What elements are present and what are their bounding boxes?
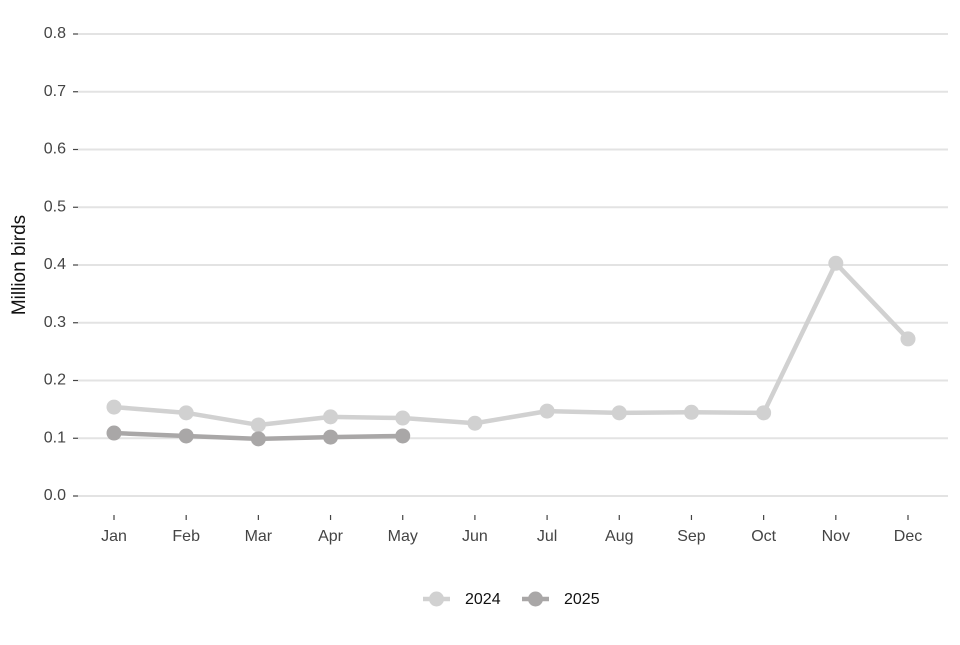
data-point (323, 429, 339, 445)
legend-key-point (429, 591, 444, 607)
legend-key-point (528, 591, 543, 607)
y-tick-label: 0.6 (44, 141, 66, 158)
data-point (250, 431, 266, 447)
legend-label: 2025 (564, 591, 600, 608)
data-point (178, 405, 194, 421)
data-point (900, 331, 916, 347)
data-point (467, 415, 483, 431)
x-tick-label: Oct (751, 528, 776, 545)
x-tick-label: Jun (462, 528, 488, 545)
data-point (250, 417, 266, 433)
data-point (106, 425, 122, 441)
data-point (683, 404, 699, 420)
x-tick-label: Aug (605, 528, 633, 545)
data-point (323, 409, 339, 425)
x-tick-label: Apr (318, 528, 344, 545)
y-tick-label: 0.1 (44, 429, 66, 446)
x-tick-label: Jul (537, 528, 557, 545)
y-tick-label: 0.2 (44, 372, 66, 389)
legend-label: 2024 (465, 591, 501, 608)
x-tick-label: Mar (245, 528, 273, 545)
data-point (539, 403, 555, 419)
x-tick-label: Jan (101, 528, 127, 545)
data-point (828, 255, 844, 271)
y-tick-label: 0.8 (44, 25, 66, 42)
data-point (611, 405, 627, 421)
data-point (395, 410, 411, 426)
y-axis-label: Million birds (9, 215, 30, 315)
data-point (106, 399, 122, 415)
data-point (756, 405, 772, 421)
x-tick-label: Nov (822, 528, 850, 545)
x-tick-label: May (388, 528, 418, 545)
y-tick-label: 0.4 (44, 256, 66, 273)
data-point (178, 428, 194, 444)
y-tick-label: 0.7 (44, 83, 66, 100)
y-tick-label: 0.3 (44, 314, 66, 331)
data-point (395, 428, 411, 444)
y-tick-label: 0.0 (44, 487, 66, 504)
series-line (113, 261, 910, 428)
y-tick-label: 0.5 (44, 198, 66, 215)
x-tick-label: Feb (172, 528, 200, 545)
x-tick-label: Sep (677, 528, 706, 545)
x-tick-label: Dec (894, 528, 922, 545)
